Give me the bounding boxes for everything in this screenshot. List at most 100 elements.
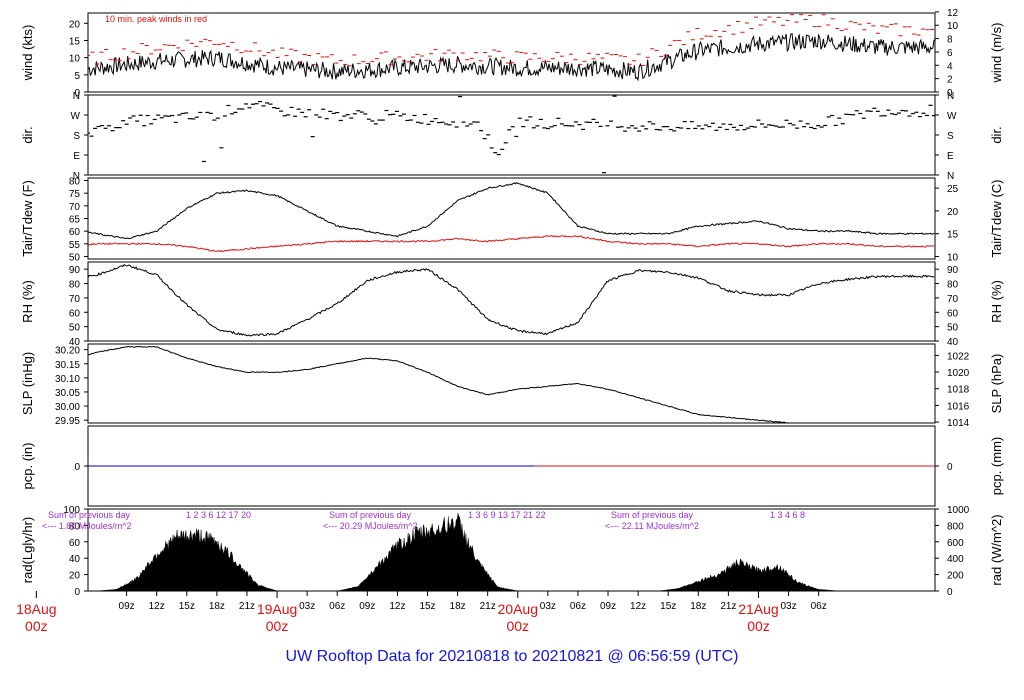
data-wind: [88, 14, 935, 82]
y-tick-label: 20: [69, 19, 81, 30]
x-tick-label: 03z: [781, 601, 797, 612]
y-tick-label-right: 4: [947, 61, 953, 72]
y-tick-label: 50: [69, 252, 81, 263]
y-tick-label: 60: [69, 308, 81, 319]
y-tick-label: 80: [69, 177, 81, 188]
y-axis-label: SLP (inHg): [20, 352, 35, 415]
rad-note-label: Sum of previous day: [48, 510, 131, 520]
y-tick-label: 15: [69, 36, 81, 47]
y-axis-label-right: wind (m/s): [989, 23, 1004, 84]
y-tick-label: 40: [69, 554, 81, 565]
x-tick-label: 15z: [419, 601, 435, 612]
y-tick-label: 60: [69, 538, 81, 549]
y-tick-label-right: 8: [947, 35, 953, 46]
x-tick-label: 21z: [720, 601, 736, 612]
y-tick-label: N: [73, 171, 80, 182]
panel-frame: [87, 12, 936, 93]
y-tick-label: 30.10: [55, 374, 80, 385]
x-tick-label: 21z: [480, 601, 496, 612]
dew-point-line: [88, 234, 935, 253]
y-tick-label: 65: [69, 215, 81, 226]
y-tick-label-right: 25: [947, 184, 959, 195]
y-tick-label-right: 0: [947, 587, 953, 598]
rad-hour-ticks: 1 3 6 9 13 17 21 22: [468, 510, 546, 520]
x-tick-label: 18z: [209, 601, 225, 612]
panel-rh: 40 50 60 70 80 90 40 50 60 70 80 90 RH (%) RH (%): [20, 261, 1004, 348]
day-hour-label: 00z: [266, 618, 289, 634]
y-tick-label: 10: [69, 54, 81, 65]
panel-frame: [87, 94, 936, 176]
day-hour-label: 00z: [25, 618, 48, 634]
air-temp-line: [88, 181, 935, 240]
y-tick-label-right: 50: [947, 323, 959, 334]
x-tick-label: 12z: [149, 601, 165, 612]
y-tick-label-right: 800: [947, 521, 964, 532]
y-tick-label-right: 1016: [947, 401, 970, 412]
y-tick-label-right: 12: [947, 8, 959, 19]
y-tick-label: 20: [69, 571, 81, 582]
rad-note-value: <--- 20.29 MJoules/m^2: [323, 521, 418, 531]
x-tick-label: 15z: [660, 601, 676, 612]
y-tick-label: W: [71, 111, 81, 122]
y-tick-label: 30.15: [55, 360, 80, 371]
y-tick-label: 75: [69, 189, 81, 200]
y-tick-label-right: 1022: [947, 351, 970, 362]
y-tick-label: 30.20: [55, 346, 80, 357]
x-tick-label: 09z: [600, 601, 616, 612]
radiation-area: [88, 513, 935, 591]
y-tick-label-right: 10: [947, 21, 959, 32]
rad-hour-ticks: 1 2 3 6 12 17 20: [186, 510, 251, 520]
rad-note-label: Sum of previous day: [611, 510, 694, 520]
rad-note-value: <--- 1.80 MJoules/m^2: [42, 521, 132, 531]
y-axis-label: Tair/Tdew (F): [20, 180, 35, 257]
x-tick-label: 12z: [389, 601, 405, 612]
y-tick-label-right: 0: [947, 88, 953, 99]
y-tick-label-right: 1014: [947, 418, 970, 429]
y-tick-label: 70: [69, 294, 81, 305]
y-tick-label: N: [73, 91, 80, 102]
x-tick-label: 21z: [239, 601, 255, 612]
day-hour-label: 00z: [747, 618, 770, 634]
y-tick-label: 50: [69, 323, 81, 334]
y-tick-label-right: 20: [947, 207, 959, 218]
chart-title: UW Rooftop Data for 20210818 to 20210821…: [285, 648, 739, 665]
x-tick-label: 06z: [329, 601, 345, 612]
y-tick-label: 0: [74, 88, 80, 99]
y-tick-label: 60: [69, 227, 81, 238]
y-axis-label-right: dir.: [989, 126, 1004, 143]
y-tick-label-right: E: [947, 151, 954, 162]
y-axis-label: dir.: [20, 126, 35, 143]
data-slp: [88, 345, 795, 423]
panel-frame: [87, 261, 936, 342]
y-tick-label-right: N: [947, 91, 954, 102]
y-tick-label-right: 40: [947, 337, 959, 348]
y-tick-label-right: 600: [947, 538, 964, 549]
y-tick-label: 80: [69, 280, 81, 291]
panel-pcp: 0 0 pcp. (in) pcp. (mm): [20, 425, 1004, 507]
panel-rad: 02040608010002004006008001000rad(Lgly/hr…: [20, 505, 1004, 598]
y-tick-label: 29.95: [55, 416, 80, 427]
y-tick-label: 5: [74, 71, 80, 82]
data-rh: [88, 264, 935, 337]
y-axis-label-right: RH (%): [989, 280, 1004, 323]
peak-wind-note: 10 min. peak winds in red: [105, 14, 207, 24]
y-tick-label: S: [73, 131, 80, 142]
y-tick-label-right: 2: [947, 75, 953, 86]
rad-note-value: <--- 22.11 MJoules/m^2: [605, 521, 699, 531]
y-tick-label-right: 6: [947, 48, 953, 59]
y-axis-label-right: SLP (hPa): [989, 354, 1004, 414]
y-tick-label: 0: [74, 462, 80, 473]
day-label: 20Aug: [498, 601, 538, 617]
panel-frame: [87, 343, 936, 424]
y-tick-label-right: 0: [947, 462, 953, 473]
y-tick-label-right: 10: [947, 252, 959, 263]
panel-slp: 29.95 30.00 30.05 30.10 30.15 30.20 1014 1016 10…: [20, 343, 1004, 429]
data-rad: [88, 513, 935, 591]
slp-line: [88, 345, 795, 423]
day-label: 21Aug: [738, 601, 778, 617]
y-tick-label-right: 70: [947, 294, 959, 305]
y-axis-label: wind (kts): [20, 25, 35, 82]
x-tick-label: 09z: [119, 601, 135, 612]
